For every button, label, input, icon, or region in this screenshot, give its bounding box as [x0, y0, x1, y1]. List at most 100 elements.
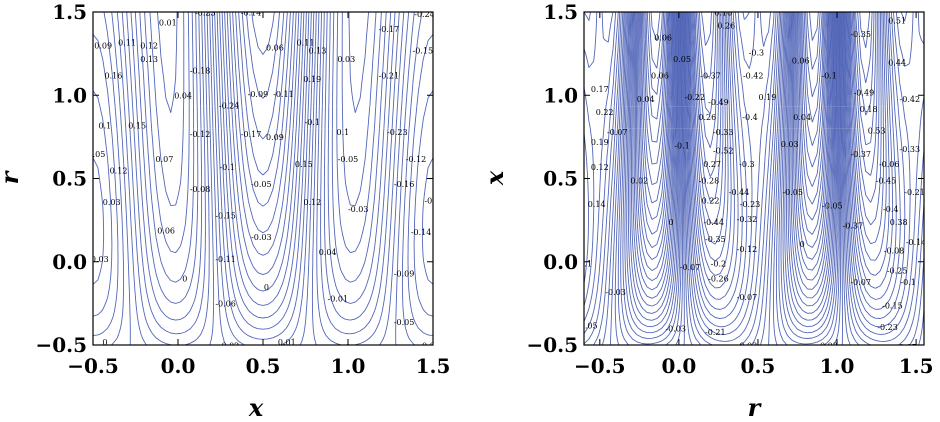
right-contour-line-41 — [693, 12, 880, 203]
right-contour-label-0: 0.06 — [654, 33, 672, 42]
left-y-tick-label-1: 0.0 — [52, 250, 87, 274]
right-contour-label-28: 0.53 — [868, 127, 886, 136]
left-contour-label-16: 0.04 — [174, 92, 192, 101]
left-contour-line-18 — [130, 12, 396, 321]
right-contour-label-15: 0.04 — [637, 95, 655, 104]
right-contour-line-26 — [609, 12, 843, 345]
right-contour-label-45: 0.14 — [588, 200, 606, 209]
right-x-tick-label-1: 0.0 — [661, 354, 696, 378]
left-contour-line-3 — [238, 12, 288, 176]
right-contour-line-44 — [697, 12, 875, 116]
left-contour-line-8 — [224, 12, 302, 292]
right-x-tick-label-3: 1.0 — [820, 354, 855, 378]
left-contour-label-39: -0.16 — [394, 180, 415, 189]
left-contour-label-20: 0.19 — [303, 75, 321, 84]
left-contour-label-53: 0 — [264, 283, 269, 292]
left-contour-line-15 — [116, 12, 410, 345]
right-contour-line-12 — [637, 12, 832, 260]
right-contour-label-19: -0.49 — [854, 88, 875, 97]
right-contour-label-48: -0.05 — [822, 202, 843, 211]
right-contour-label-14: 0.17 — [591, 85, 609, 94]
left-x-tick-label-3: 1.0 — [331, 354, 366, 378]
left-contour-label-21: -0.21 — [379, 72, 400, 81]
right-contour-label-51: -0.32 — [737, 215, 758, 224]
right-contour-line-25 — [614, 12, 842, 345]
left-contour-label-48: -0.11 — [215, 255, 236, 264]
left-contour-plot: 0.09 0.11 0.12 0.01 -0.23 -0.14 0.16 0.13 -0.18 0… — [0, 0, 450, 422]
left-contour-label-56: -0.05 — [394, 318, 415, 327]
left-contour-label-45: 0.06 — [157, 226, 175, 235]
left-contour-line-2 — [241, 12, 285, 140]
right-contour-label-1: 0.16 — [714, 8, 732, 17]
right-contour-line-2 — [648, 12, 821, 70]
left-contour-line-22 — [149, 12, 377, 207]
left-contour-label-28: 0.1 — [337, 128, 350, 137]
right-contour-label-37: -0.3 — [739, 160, 754, 169]
right-contour-label-30: -0.1 — [674, 142, 689, 151]
right-contour-label-32: 0.03 — [781, 140, 799, 149]
right-contour-line-36 — [689, 12, 894, 289]
right-contour-line-18 — [629, 12, 836, 314]
right-x-tick-label-0: −0.5 — [574, 354, 626, 378]
left-contour-line-21 — [144, 12, 382, 254]
right-contour-label-47: -0.23 — [740, 200, 761, 209]
left-y-tick-label-0: −0.5 — [35, 333, 87, 357]
left-contour-line-20 — [139, 12, 387, 283]
left-contour-line-17 — [126, 12, 400, 335]
right-contour-label-23: -0.4 — [742, 113, 757, 122]
right-contour-label-16: -0.22 — [684, 93, 705, 102]
left-x-tick-label-2: 0.5 — [246, 354, 281, 378]
right-contour-label-54: 0 — [668, 218, 673, 227]
right-contour-label-22: 0.26 — [698, 113, 716, 122]
right-contour-line-39 — [691, 12, 884, 245]
right-contour-label-43: -0.45 — [876, 177, 897, 186]
right-contour-line-11 — [638, 12, 831, 248]
right-axis-ticks: −0.5 0.0 0.5 1.0 1.5 −0.5 0.0 0.5 1.0 1.5 — [526, 0, 933, 378]
right-contour-line-46 — [701, 12, 871, 49]
left-contour-line-0 — [251, 12, 275, 55]
right-contour-line-27 — [601, 12, 924, 345]
left-contour-label-1: 0.11 — [118, 38, 136, 47]
left-contour-line-14 — [111, 12, 415, 345]
left-contour-line-16 — [121, 12, 405, 345]
right-contour-label-41: -0.44 — [729, 188, 750, 197]
right-contour-line-40 — [692, 12, 882, 226]
right-contour-label-31: -0.52 — [713, 147, 734, 156]
right-contour-line-23 — [620, 12, 839, 345]
left-contour-label-8: -0.18 — [190, 67, 211, 76]
right-contour-label-10: -0.37 — [700, 72, 721, 81]
right-contour-line-13 — [636, 12, 832, 271]
right-contour-label-72: -0.21 — [705, 328, 726, 337]
left-contour-label-54: -0.01 — [328, 295, 349, 304]
left-contour-label-43: -0.08 — [424, 197, 445, 206]
right-contour-label-38: -0.06 — [879, 160, 900, 169]
right-y-tick-label-1: 0.0 — [543, 250, 578, 274]
left-contour-label-10: 0.11 — [297, 38, 315, 47]
left-contour-label-22: 0.1 — [99, 122, 112, 131]
left-contour-label-23: 0.15 — [128, 122, 146, 131]
right-contour-lines — [584, 12, 924, 345]
right-contour-label-53: 0.38 — [890, 218, 908, 227]
left-contour-lines — [93, 12, 433, 345]
left-contour-line-7 — [226, 12, 300, 276]
left-axis-ticks: −0.5 0.0 0.5 1.0 1.5 −0.5 0.0 0.5 1.0 1.5 — [35, 0, 450, 378]
right-contour-label-60: 0.1 — [579, 260, 592, 269]
right-contour-line-5 — [644, 12, 825, 146]
right-contour-line-20 — [626, 12, 837, 328]
right-contour-label-50: -0.44 — [703, 218, 724, 227]
right-contour-label-74: -0.03 — [737, 341, 758, 350]
left-contour-label-4: -0.23 — [195, 8, 216, 17]
right-contour-label-76: -0.07 — [896, 343, 917, 352]
right-contour-label-39: 0.02 — [630, 177, 648, 186]
left-contour-label-14: -0.15 — [413, 47, 434, 56]
right-contour-label-9: 0.06 — [651, 72, 669, 81]
left-y-axis-label: r — [0, 169, 24, 184]
left-contour-label-40: 0.03 — [103, 198, 121, 207]
left-contour-label-5: -0.14 — [241, 8, 262, 17]
right-y-tick-label-4: 1.5 — [543, 0, 578, 24]
right-contour-line-45 — [698, 12, 873, 84]
right-contour-label-21: 0.22 — [596, 108, 614, 117]
left-contour-labels: 0.09 0.11 0.12 0.01 -0.23 -0.14 0.16 0.13 -0.18 0… — [93, 8, 445, 345]
right-contour-line-21 — [624, 12, 838, 334]
